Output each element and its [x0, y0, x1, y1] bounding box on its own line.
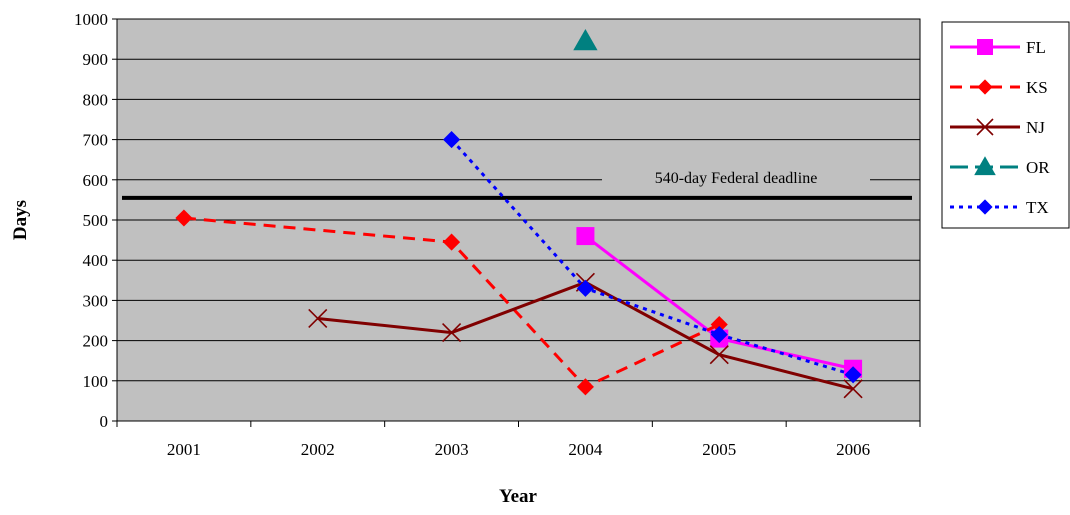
reference-line-label: 540-day Federal deadline [655, 170, 818, 187]
y-tick-label: 800 [83, 90, 109, 109]
x-tick-label: 2006 [836, 440, 870, 459]
x-tick-label: 2005 [702, 440, 736, 459]
legend-marker [977, 39, 993, 55]
data-point [576, 378, 594, 396]
data-point [576, 279, 594, 297]
data-point [844, 366, 862, 384]
y-axis-label: Days [10, 200, 31, 240]
series-line [183, 216, 720, 389]
reference-line-group: 540-day Federal deadline [122, 163, 912, 200]
y-tick-label: 500 [83, 211, 109, 230]
legend-marker [974, 156, 996, 176]
x-axis: 2001 2002 2003 2004 2005 2006 [116, 421, 921, 459]
data-point [443, 233, 461, 251]
data-point [843, 379, 863, 399]
legend-label: NJ [1026, 118, 1045, 137]
y-tick-label: 600 [83, 171, 109, 190]
y-tick-label: 1000 [74, 10, 108, 29]
reference-label-bg [602, 163, 870, 190]
legend-marker [976, 118, 994, 136]
y-tick-label: 0 [100, 412, 109, 431]
y-axis: 0 100 200 300 400 500 600 700 800 900 1000 [74, 10, 117, 431]
y-tick-label: 900 [83, 50, 109, 69]
y-tick-label: 300 [83, 291, 109, 310]
legend-label: TX [1026, 198, 1049, 217]
y-tick-label: 100 [83, 372, 109, 391]
data-point [175, 209, 193, 227]
legend-label: FL [1026, 38, 1046, 57]
legend-marker [977, 79, 993, 95]
legend-box [941, 21, 1070, 229]
data-point [709, 345, 729, 365]
legend-label: OR [1026, 158, 1050, 177]
x-tick-label: 2002 [301, 440, 335, 459]
legend-label: KS [1026, 78, 1048, 97]
x-tick-label: 2003 [435, 440, 469, 459]
x-tick-label: 2001 [167, 440, 201, 459]
data-point [308, 308, 328, 329]
series-line [450, 138, 854, 377]
y-tick-label: 200 [83, 332, 109, 351]
legend: FL KS NJ OR TX [941, 21, 1070, 229]
x-axis-label: Year [499, 486, 538, 507]
data-point [573, 28, 598, 51]
series-group [175, 28, 863, 399]
y-tick-label: 700 [83, 131, 109, 150]
legend-marker [977, 199, 993, 215]
data-point [710, 326, 728, 344]
x-tick-label: 2004 [568, 440, 603, 459]
data-point [576, 227, 595, 246]
data-point [710, 315, 728, 334]
y-tick-label: 400 [83, 251, 109, 270]
data-point [442, 322, 462, 343]
data-point [443, 131, 461, 149]
